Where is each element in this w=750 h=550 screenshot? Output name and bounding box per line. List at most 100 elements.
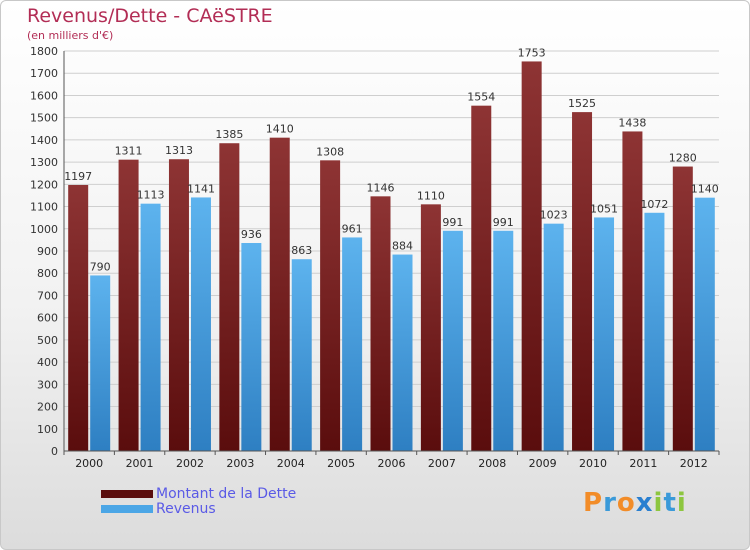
x-tick-label: 2007 [428, 457, 456, 470]
bar-dette [68, 185, 89, 451]
data-label-dette: 1280 [669, 152, 697, 165]
data-label-revenus: 884 [392, 240, 413, 253]
x-tick-label: 2009 [529, 457, 557, 470]
bar-revenus [594, 217, 615, 451]
bar-dette [572, 112, 593, 451]
data-label-dette: 1110 [417, 189, 445, 202]
data-label-revenus: 1113 [137, 189, 165, 202]
y-tick-label: 1600 [30, 89, 58, 102]
bar-dette [320, 160, 341, 452]
bar-revenus [442, 230, 463, 451]
bar-revenus [190, 197, 211, 451]
data-label-dette: 1525 [568, 97, 596, 110]
bar-revenus [140, 203, 161, 451]
bar-revenus [90, 275, 111, 451]
data-label-revenus: 991 [493, 216, 514, 229]
bar-revenus [291, 259, 312, 451]
bar-dette [471, 105, 492, 452]
y-tick-label: 500 [37, 334, 58, 347]
proxiti-logo: Proxiti [583, 488, 687, 518]
y-tick-label: 800 [37, 267, 58, 280]
logo-letter: t [663, 488, 677, 518]
legend-label-debt: Montant de la Dette [156, 486, 297, 502]
data-label-revenus: 991 [442, 216, 463, 229]
bar-dette [672, 166, 693, 452]
data-label-revenus: 936 [241, 228, 262, 241]
y-tick-label: 1400 [30, 134, 58, 147]
x-tick-label: 2004 [277, 457, 305, 470]
data-label-revenus: 1140 [691, 183, 719, 196]
bar-dette [622, 131, 643, 451]
y-tick-label: 900 [37, 245, 58, 258]
logo-letter: P [583, 488, 604, 518]
bar-revenus [644, 212, 665, 451]
data-label-dette: 1308 [316, 145, 344, 158]
chart-title: Revenus/Dette - CAëSTRE [27, 5, 273, 27]
logo-letter: x [635, 488, 654, 518]
x-tick-label: 2000 [75, 457, 103, 470]
bar-revenus [493, 230, 514, 451]
y-tick-label: 1700 [30, 67, 58, 80]
bar-revenus [392, 254, 413, 451]
bar-revenus [342, 237, 363, 451]
logo-letter: o [616, 488, 636, 518]
x-tick-label: 2008 [478, 457, 506, 470]
y-tick-label: 0 [51, 445, 58, 458]
bar-dette [219, 143, 240, 451]
data-label-revenus: 1141 [187, 182, 215, 195]
y-tick-label: 100 [37, 423, 58, 436]
x-tick-label: 2006 [378, 457, 406, 470]
x-tick-label: 2011 [629, 457, 657, 470]
x-tick-label: 2010 [579, 457, 607, 470]
data-label-revenus: 1072 [640, 198, 668, 211]
x-tick-label: 2002 [176, 457, 204, 470]
bar-revenus [694, 197, 715, 451]
logo-letter: r [603, 488, 617, 518]
legend-swatch-revenus [101, 505, 153, 513]
y-tick-label: 1800 [30, 45, 58, 58]
y-tick-label: 700 [37, 289, 58, 302]
logo-letter: i [653, 488, 664, 518]
bar-dette [521, 61, 542, 451]
data-label-dette: 1197 [64, 170, 92, 183]
data-label-revenus: 1051 [590, 202, 618, 215]
y-tick-label: 300 [37, 378, 58, 391]
data-label-dette: 1438 [618, 116, 646, 129]
bar-dette [168, 159, 189, 451]
legend-label-revenus: Revenus [156, 501, 216, 517]
y-tick-label: 1100 [30, 201, 58, 214]
data-label-dette: 1311 [115, 145, 143, 158]
y-tick-label: 400 [37, 356, 58, 369]
data-label-revenus: 961 [342, 222, 363, 235]
data-label-dette: 1313 [165, 144, 193, 157]
data-label-revenus: 1023 [540, 209, 568, 222]
bar-dette [269, 137, 290, 451]
x-tick-label: 2012 [680, 457, 708, 470]
bar-dette [370, 196, 391, 451]
data-label-dette: 1554 [467, 91, 495, 104]
y-tick-label: 1500 [30, 112, 58, 125]
x-tick-label: 2005 [327, 457, 355, 470]
y-tick-label: 1200 [30, 178, 58, 191]
x-tick-label: 2003 [226, 457, 254, 470]
y-tick-label: 200 [37, 401, 58, 414]
data-label-dette: 1385 [215, 128, 243, 141]
bar-dette [118, 159, 139, 451]
y-tick-label: 1000 [30, 223, 58, 236]
data-label-dette: 1146 [367, 181, 395, 194]
data-label-dette: 1753 [518, 46, 546, 59]
data-label-dette: 1410 [266, 123, 294, 136]
x-tick-label: 2001 [126, 457, 154, 470]
data-label-revenus: 790 [90, 260, 111, 273]
y-tick-label: 1300 [30, 156, 58, 169]
legend-swatch-debt [101, 490, 153, 498]
chart-subtitle: (en milliers d'€) [27, 29, 114, 42]
bar-dette [420, 204, 441, 451]
logo-letter: i [676, 488, 687, 518]
bar-revenus [241, 243, 262, 451]
data-label-revenus: 863 [291, 244, 312, 257]
y-tick-label: 600 [37, 312, 58, 325]
bar-revenus [543, 223, 564, 451]
